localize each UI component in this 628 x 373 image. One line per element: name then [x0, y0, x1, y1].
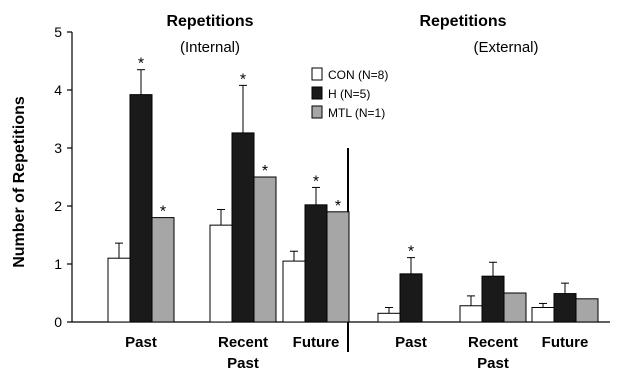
- bar-p2-future-3: [575, 298, 599, 323]
- significance-star-p1-past-3: *: [160, 204, 166, 221]
- significance-star-p2-past-2: *: [408, 244, 414, 261]
- panel-subtitle-2: (External): [473, 39, 538, 56]
- bar-p2-past-1: [377, 312, 401, 323]
- category-label-p2-past: Past: [395, 334, 427, 351]
- bar-p2-recent-2: [481, 275, 505, 323]
- category-label-p1-past: Past: [125, 334, 157, 351]
- bar-p2-past-2: [399, 273, 423, 323]
- bar-p1-past-2: [129, 94, 153, 323]
- y-tick-label-3: 3: [54, 140, 62, 156]
- bar-p2-recent-1: [459, 305, 483, 323]
- y-axis-label: Number of Repetitions: [11, 96, 28, 268]
- y-tick-label-4: 4: [54, 82, 62, 98]
- significance-star-p1-past-2: *: [138, 56, 144, 73]
- y-tick-label-0: 0: [54, 314, 62, 330]
- bar-p2-future-2: [553, 293, 577, 323]
- category-sublabel-p2-recent: Past: [477, 355, 509, 372]
- y-tick-label-2: 2: [54, 198, 62, 214]
- category-label-p1-recent: Recent: [218, 334, 268, 351]
- bar-p1-recent-2: [231, 132, 255, 323]
- bar-p1-future-2: [304, 204, 328, 323]
- category-label-p2-recent: Recent: [468, 334, 518, 351]
- category-label-p2-future: Future: [542, 334, 589, 351]
- y-tick-label-1: 1: [54, 256, 62, 272]
- category-sublabel-p1-recent: Past: [227, 355, 259, 372]
- panel-title-2: Repetitions: [419, 13, 506, 30]
- bar-p2-future-1: [531, 307, 555, 323]
- legend-swatch-3: [311, 105, 323, 119]
- significance-star-p1-future-3: *: [335, 198, 341, 215]
- category-label-p1-future: Future: [293, 334, 340, 351]
- y-tick-label-5: 5: [54, 24, 62, 40]
- bar-p1-past-1: [107, 257, 131, 323]
- significance-star-p1-future-2: *: [313, 173, 319, 190]
- bar-p2-recent-3: [503, 292, 527, 323]
- legend-swatch-2: [311, 86, 323, 100]
- bar-p1-recent-1: [209, 224, 233, 323]
- significance-star-p1-recent-2: *: [240, 71, 246, 88]
- legend-swatch-1: [311, 67, 323, 81]
- bar-p1-recent-3: [253, 176, 277, 323]
- bar-p1-past-3: [151, 217, 175, 323]
- panel-subtitle-1: (Internal): [180, 39, 240, 56]
- bar-p1-future-1: [282, 260, 306, 323]
- legend-label-3: MTL (N=1): [328, 106, 385, 120]
- significance-star-p1-recent-3: *: [262, 163, 268, 180]
- panel-title-1: Repetitions: [166, 13, 253, 30]
- legend-label-1: CON (N=8): [328, 68, 388, 82]
- bar-p1-future-3: [326, 211, 350, 323]
- legend-label-2: H (N=5): [328, 87, 370, 101]
